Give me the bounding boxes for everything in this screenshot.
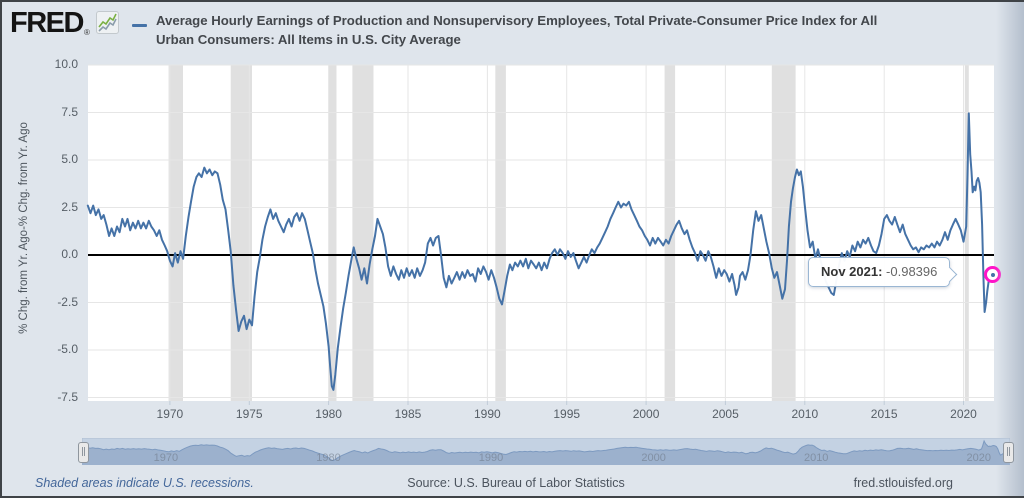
- header: FRED ® Average Hourly Earnings of Produc…: [0, 0, 1000, 58]
- navigator-area: [82, 440, 1010, 465]
- tooltip-value: -0.98396: [886, 264, 938, 279]
- fred-chart-icon: [95, 11, 119, 39]
- source-note: Source: U.S. Bureau of Labor Statistics: [407, 476, 625, 490]
- navigator-line: [82, 439, 1009, 462]
- registered-trademark-symbol: ®: [83, 28, 90, 37]
- recession-band: [352, 65, 374, 401]
- window-border-top: [0, 0, 1024, 2]
- x-tick-label: 2005: [712, 407, 739, 421]
- recession-band: [328, 65, 337, 401]
- x-tick-label: 1990: [473, 407, 501, 421]
- y-tick-label: 7.5: [61, 104, 78, 119]
- recession-band: [964, 65, 969, 401]
- window-border-left: [0, 0, 2, 498]
- y-tick-label: -5.0: [57, 342, 78, 356]
- navigator-year-label: 2000: [641, 452, 665, 464]
- handle-grip-icon: [82, 447, 83, 456]
- y-tick-label: 10.0: [54, 57, 78, 71]
- recession-band: [664, 65, 676, 401]
- data-tooltip: Nov 2021: -0.98396: [808, 257, 958, 287]
- x-tick-label: 1975: [235, 407, 263, 421]
- recession-band: [495, 65, 506, 401]
- handle-grip-icon: [1007, 447, 1008, 456]
- site-url[interactable]: fred.stlouisfed.org: [853, 476, 953, 490]
- chart-title-line1: Average Hourly Earnings of Production an…: [156, 13, 878, 28]
- plot-area[interactable]: [86, 64, 994, 405]
- x-tick-label: 2010: [791, 407, 819, 421]
- highlighted-point-marker[interactable]: [984, 266, 1001, 283]
- x-tick-label: 2020: [950, 407, 977, 421]
- data-point-dot: [990, 272, 995, 277]
- legend-line-swatch: [132, 24, 147, 27]
- window-border-bottom: [0, 496, 1024, 498]
- tooltip-date-label: Nov 2021:: [821, 264, 883, 279]
- recession-band: [168, 65, 183, 401]
- right-edge-fade: [996, 0, 1024, 498]
- navigator-year-label: 1990: [479, 452, 503, 464]
- y-tick-label: -7.5: [57, 389, 78, 404]
- x-tick-label: 1995: [553, 407, 581, 421]
- navigator-year-label: 2020: [967, 452, 991, 464]
- series-line: [86, 112, 994, 391]
- navigator-mini-chart[interactable]: 1970 1980 1990 2000 2010 2020: [82, 438, 1010, 465]
- navigator-right-handle[interactable]: [1003, 442, 1014, 463]
- plot-background: [88, 65, 994, 401]
- recession-band: [771, 65, 796, 401]
- y-tick-label: -2.5: [57, 294, 78, 309]
- x-tick-label: 1970: [156, 407, 184, 421]
- y-tick-label: 2.5: [61, 199, 78, 214]
- recession-note: Shaded areas indicate U.S. recessions.: [35, 476, 254, 490]
- x-tick-label: 1980: [315, 407, 342, 421]
- y-tick-label: 0.0: [61, 247, 78, 261]
- fred-logo[interactable]: FRED ®: [10, 8, 119, 39]
- range-navigator[interactable]: 1970 1980 1990 2000 2010 2020: [78, 438, 1014, 465]
- x-tick-label: 1985: [394, 407, 422, 421]
- navigator-year-label: 2010: [804, 452, 828, 464]
- x-tick-label: 2015: [870, 407, 898, 421]
- fred-logo-text: FRED: [10, 7, 84, 39]
- navigator-left-handle[interactable]: [78, 442, 89, 463]
- x-tick-label: 2000: [632, 407, 660, 421]
- navigator-year-label: 1970: [154, 452, 178, 464]
- navigator-year-label: 1980: [316, 452, 340, 464]
- y-tick-label: 5.0: [61, 152, 78, 166]
- chart-title: Average Hourly Earnings of Production an…: [156, 12, 956, 49]
- chart-title-line2: Urban Consumers: All Items in U.S. City …: [156, 31, 461, 47]
